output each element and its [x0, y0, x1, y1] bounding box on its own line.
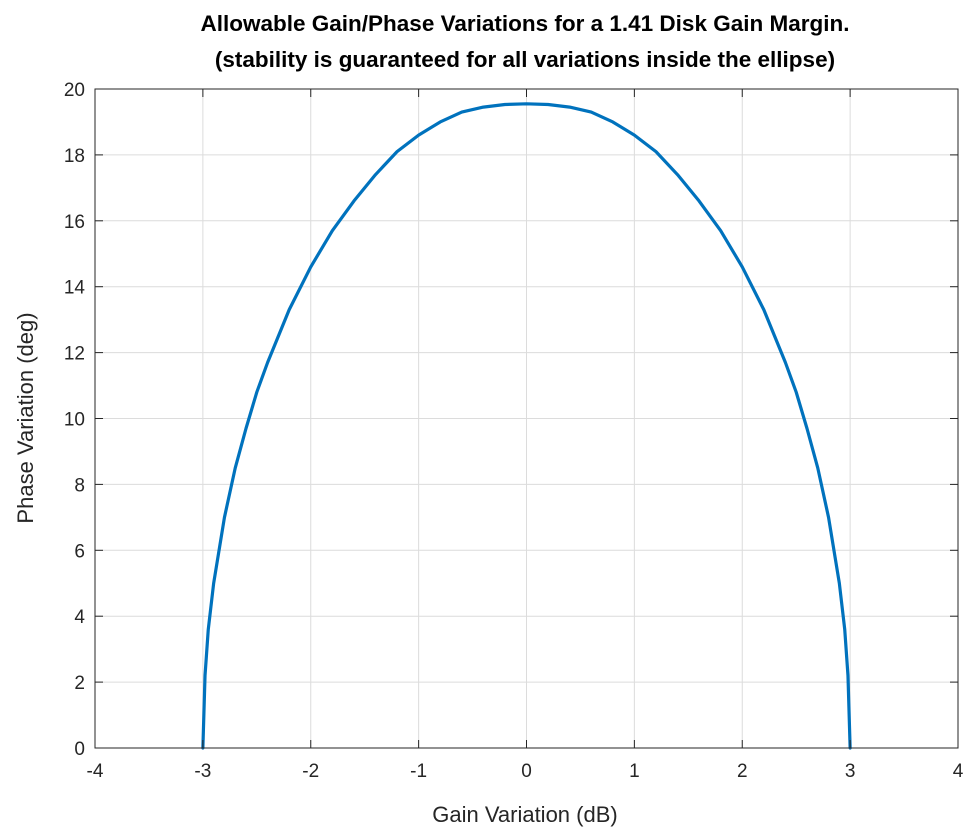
series-line — [201, 102, 852, 750]
y-tick-label: 10 — [64, 410, 85, 431]
plot-area — [201, 102, 852, 750]
x-tick-label: 3 — [845, 761, 856, 782]
y-tick-label: 20 — [64, 80, 85, 101]
x-tick-label: -2 — [302, 761, 319, 782]
y-tick-label: 18 — [64, 146, 85, 167]
x-tick-label: -4 — [87, 761, 104, 782]
y-tick-label: 14 — [64, 278, 86, 299]
y-tick-label: 6 — [74, 541, 85, 562]
y-tick-label: 8 — [74, 475, 85, 496]
x-tick-label: -1 — [410, 761, 427, 782]
chart-title: Allowable Gain/Phase Variations for a 1.… — [201, 11, 850, 36]
y-tick-label: 0 — [74, 739, 85, 760]
x-tick-label: 0 — [521, 761, 532, 782]
y-axis-label: Phase Variation (deg) — [13, 312, 38, 523]
x-tick-label: -3 — [194, 761, 211, 782]
y-tick-label: 4 — [74, 607, 85, 628]
y-tick-label: 16 — [64, 212, 85, 233]
x-tick-label: 1 — [629, 761, 640, 782]
y-tick-label: 2 — [74, 673, 85, 694]
x-tick-label: 4 — [953, 761, 964, 782]
grid — [95, 89, 958, 748]
x-axis-label: Gain Variation (dB) — [432, 802, 617, 827]
y-tick-label: 12 — [64, 344, 85, 365]
x-tick-label: 2 — [737, 761, 748, 782]
axes — [94, 88, 959, 749]
chart-subtitle: (stability is guaranteed for all variati… — [215, 47, 835, 72]
